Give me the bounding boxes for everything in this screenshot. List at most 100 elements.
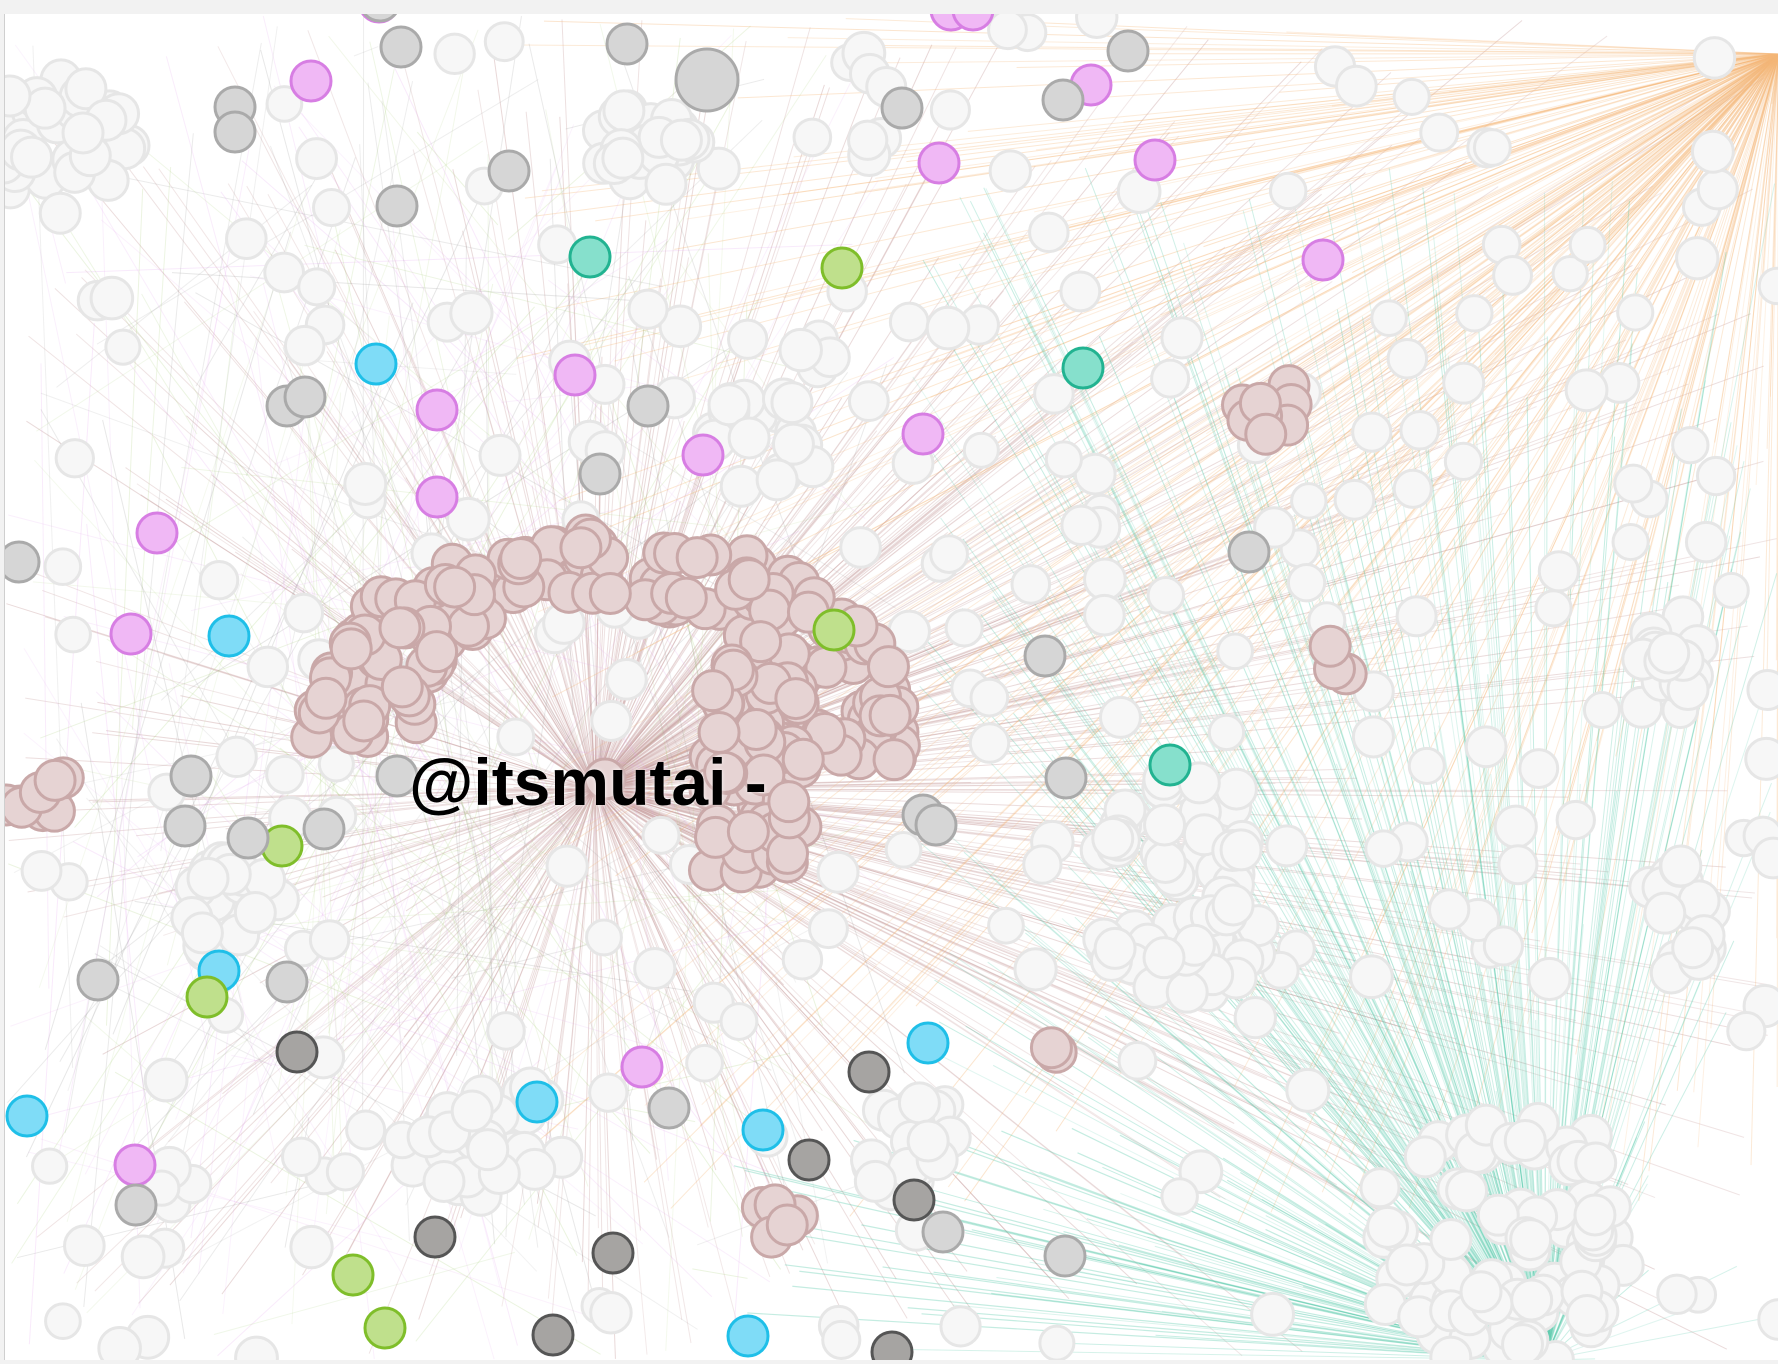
node-faded[interactable] [186,856,230,900]
focus-cluster-node[interactable] [329,627,373,671]
background-node[interactable] [215,735,258,779]
focus-cluster-node[interactable] [726,810,770,854]
background-node[interactable] [446,496,491,542]
node-faded[interactable] [422,1159,466,1203]
background-node[interactable] [1216,632,1254,671]
node-faded[interactable] [5,74,32,118]
background-node[interactable] [685,1043,724,1083]
background-node[interactable] [987,14,1028,51]
node-pink[interactable] [681,433,725,477]
background-node[interactable] [778,327,823,373]
node-faded[interactable] [602,89,646,133]
background-node[interactable] [888,301,930,343]
node-faded[interactable] [1643,891,1687,935]
node-green[interactable] [185,975,229,1019]
background-node[interactable] [1285,1067,1331,1113]
node-faded[interactable] [727,416,771,460]
background-node[interactable] [1010,564,1052,605]
node-faded[interactable] [10,135,54,179]
focus-cluster-node[interactable] [868,693,912,737]
node-gray[interactable] [1041,78,1085,122]
background-node[interactable] [1712,571,1750,609]
node-faded[interactable] [38,191,82,235]
focus-cluster-node[interactable] [415,630,459,674]
node-faded[interactable] [1429,1335,1473,1360]
background-node[interactable] [641,815,681,855]
node-gray[interactable] [163,804,207,848]
background-node[interactable] [962,431,1000,469]
node-dark[interactable] [531,1313,575,1357]
focus-cluster-node[interactable] [781,737,825,781]
node-pink[interactable] [415,388,459,432]
background-node[interactable] [968,722,1011,764]
background-node[interactable] [433,32,476,76]
background-node[interactable] [104,328,142,366]
node-faded[interactable] [707,383,751,427]
background-node[interactable] [1160,1177,1199,1216]
background-node[interactable] [143,1057,189,1103]
background-node[interactable] [1146,575,1186,615]
node-faded[interactable] [771,422,815,466]
background-node[interactable] [1370,299,1408,337]
node-faded[interactable] [1510,1278,1554,1322]
background-node[interactable] [1443,441,1484,481]
node-pink[interactable] [901,412,945,456]
background-node[interactable] [1675,236,1720,281]
node-dark[interactable] [787,1138,831,1182]
background-node[interactable] [496,717,536,757]
node-gray[interactable] [605,22,649,66]
focus-cluster-node[interactable] [433,565,477,609]
node-gray[interactable] [1043,1234,1087,1278]
background-node[interactable] [944,608,984,648]
background-node[interactable] [1364,829,1403,868]
node-green[interactable] [331,1253,375,1297]
node-faded[interactable] [233,891,277,935]
node-cyan[interactable] [906,1021,950,1065]
node-gray[interactable] [283,375,327,419]
node-gray[interactable] [76,958,120,1002]
node-faded[interactable] [1659,844,1703,888]
background-node[interactable] [925,305,971,351]
node-faded[interactable] [1366,1205,1410,1249]
background-node[interactable] [847,119,889,161]
background-node[interactable] [1349,954,1394,1000]
focus-cluster-node[interactable] [304,676,348,720]
node-gray[interactable] [487,149,531,193]
node-gray[interactable] [5,540,41,584]
node-green[interactable] [820,246,864,290]
node-gray[interactable] [379,25,423,69]
background-node[interactable] [545,844,589,888]
node-faded[interactable] [1574,1141,1618,1185]
background-node[interactable] [486,1011,526,1051]
node-pink[interactable] [289,59,333,103]
node-cyan[interactable] [5,1094,49,1138]
node-faded[interactable] [1211,883,1255,927]
background-node[interactable] [1442,361,1486,405]
background-node[interactable] [929,534,969,575]
node-pink[interactable] [1301,238,1345,282]
node-cyan[interactable] [741,1108,785,1152]
focus-cluster-node[interactable] [342,699,386,743]
background-node[interactable] [1083,593,1126,637]
background-node[interactable] [727,318,769,360]
node-faded[interactable] [1445,1169,1489,1213]
background-node[interactable] [1117,1040,1158,1081]
node-dark[interactable] [591,1231,635,1275]
background-node[interactable] [483,21,525,63]
node-green[interactable] [363,1306,407,1350]
node-gray[interactable] [114,1183,158,1227]
background-node[interactable] [1464,725,1508,769]
node-gray[interactable] [375,184,419,228]
focus-cluster-node[interactable] [559,526,603,570]
background-node[interactable] [265,754,305,795]
background-node[interactable] [1351,411,1393,453]
network-graph[interactable] [5,14,1778,1360]
node-pink[interactable] [135,511,179,555]
brown-cluster-node[interactable] [765,1203,809,1247]
large-gray-node[interactable] [674,47,740,113]
background-node[interactable] [1616,293,1655,332]
background-node[interactable] [1044,440,1083,479]
background-node[interactable] [1392,77,1431,116]
background-node[interactable] [1518,748,1560,789]
node-pink[interactable] [553,353,597,397]
